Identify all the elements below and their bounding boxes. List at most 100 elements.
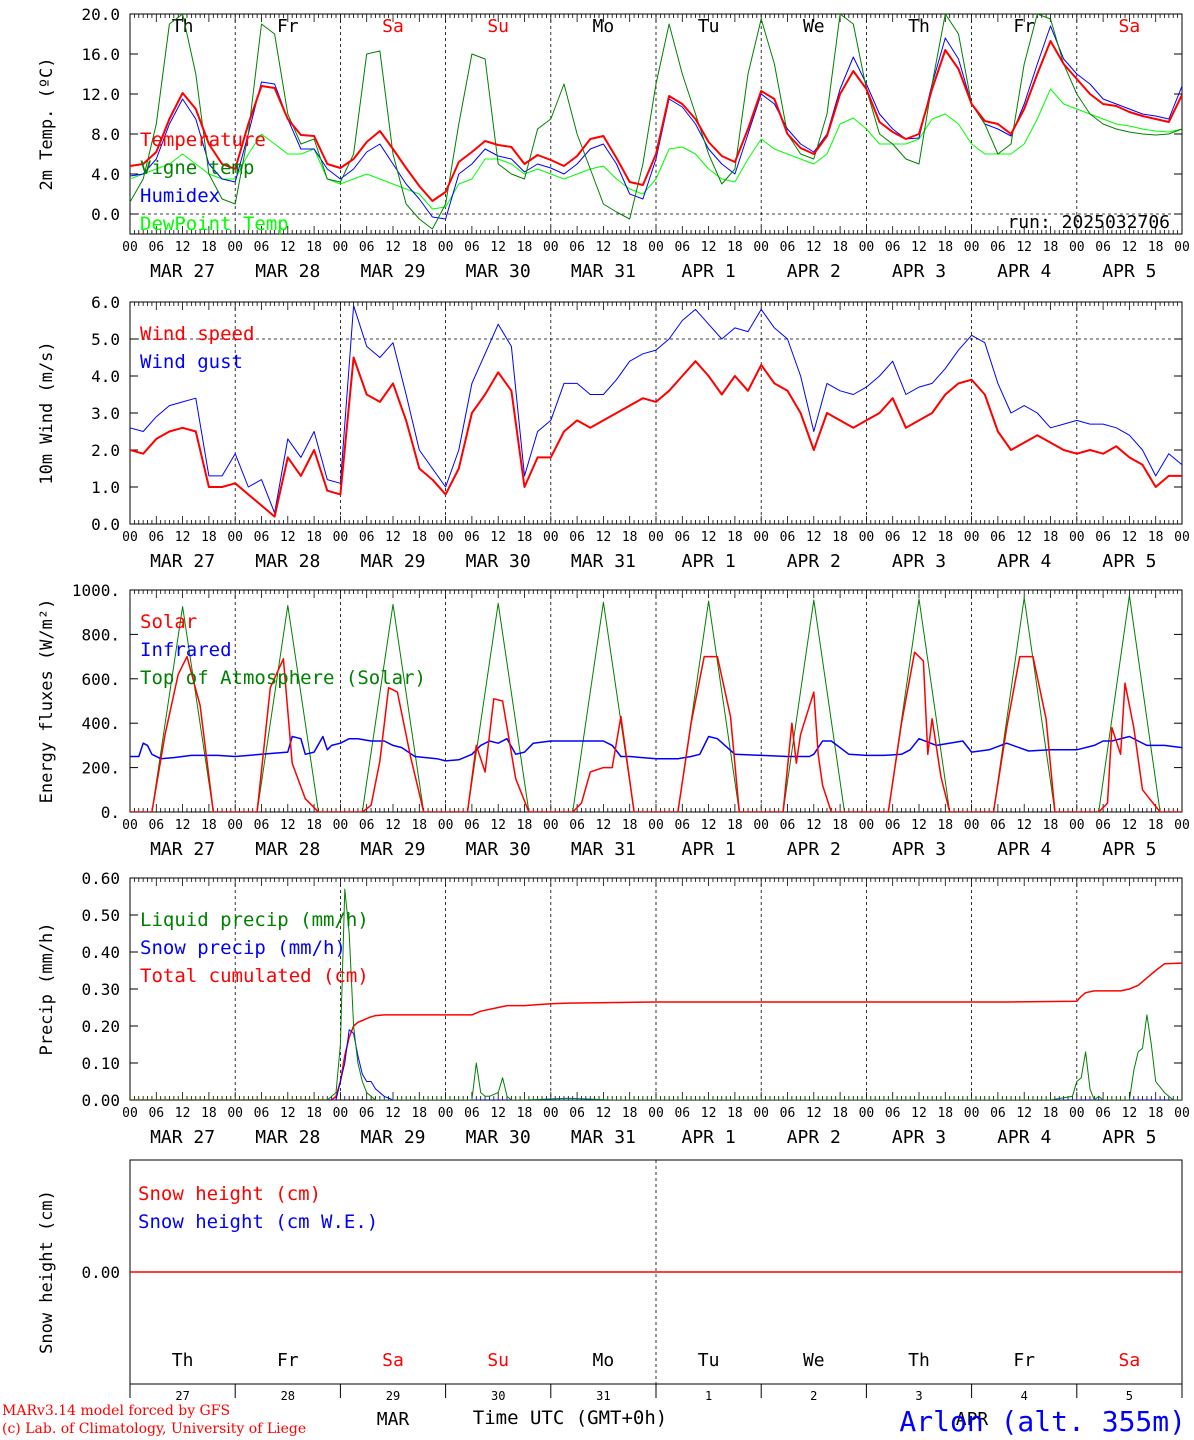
weekday-label: Th	[172, 16, 194, 37]
hour-tick-label: 18	[517, 1106, 533, 1121]
hour-tick-label: 18	[517, 818, 533, 833]
day-number-label: 4	[1021, 1389, 1028, 1403]
hour-tick-label: 06	[464, 1106, 480, 1121]
date-label: APR 2	[787, 1127, 841, 1148]
hour-tick-label: 00	[543, 1106, 559, 1121]
date-label: MAR 30	[466, 839, 531, 860]
hour-tick-label: 12	[1016, 1106, 1032, 1121]
hour-tick-label: 18	[727, 818, 743, 833]
panel-4: 0.00 0.10 0.20 0.30 0.40 0.50 0.60 Precip (mm/h…	[37, 869, 1190, 1148]
hour-tick-label: 12	[385, 1106, 401, 1121]
hour-tick-label: 00	[859, 530, 875, 545]
legend-entry: Top of Atmosphere (Solar)	[140, 667, 426, 689]
date-label: APR 3	[892, 551, 946, 572]
date-label: APR 3	[892, 261, 946, 282]
hour-tick-label: 00	[438, 818, 454, 833]
y-tick-label: 5.0	[91, 330, 120, 349]
hour-tick-label: 00	[1069, 530, 1085, 545]
y-tick-label: 16.0	[81, 45, 120, 64]
hour-tick-label: 18	[832, 530, 848, 545]
hour-tick-label: 12	[701, 1106, 717, 1121]
date-label: MAR 29	[360, 839, 425, 860]
hour-tick-label: 12	[1122, 818, 1138, 833]
hour-tick-label: 00	[859, 240, 875, 255]
hour-tick-label: 18	[306, 530, 322, 545]
hour-tick-label: 18	[517, 240, 533, 255]
hour-tick-label: 00	[227, 240, 243, 255]
weekday-label: Fr	[1013, 1350, 1035, 1371]
hour-tick-label: 06	[990, 818, 1006, 833]
series-snow-precip-mm-h	[130, 1029, 1182, 1100]
hour-tick-label: 00	[964, 530, 980, 545]
hour-tick-label: 18	[1148, 1106, 1164, 1121]
hour-tick-label: 18	[727, 240, 743, 255]
legend-entry: Total cumulated (cm)	[140, 965, 369, 987]
hour-tick-label: 12	[701, 818, 717, 833]
hour-tick-label: 12	[1016, 240, 1032, 255]
date-label: APR 4	[997, 839, 1051, 860]
hour-tick-label: 00	[648, 530, 664, 545]
hour-tick-label: 18	[201, 818, 217, 833]
date-label: APR 4	[997, 261, 1051, 282]
series-top-of-atmosphere-solar	[130, 595, 1182, 812]
weekday-label: Sa	[382, 16, 404, 37]
y-tick-label: 20.0	[81, 5, 120, 24]
hour-tick-label: 00	[1174, 530, 1190, 545]
y-tick-label: 200.	[81, 759, 120, 778]
legend-entry: Snow precip (mm/h)	[140, 937, 346, 959]
hour-tick-label: 06	[885, 240, 901, 255]
date-label: APR 5	[1102, 551, 1156, 572]
y-tick-label: 4.0	[91, 367, 120, 386]
date-label: MAR 31	[571, 551, 636, 572]
hour-tick-label: 18	[832, 818, 848, 833]
date-label: APR 5	[1102, 261, 1156, 282]
hour-tick-label: 06	[569, 240, 585, 255]
date-label: MAR 28	[255, 1127, 320, 1148]
hour-tick-label: 18	[306, 240, 322, 255]
date-label: MAR 28	[255, 551, 320, 572]
hour-tick-label: 12	[175, 530, 191, 545]
weekday-label: Mo	[593, 16, 615, 37]
hour-tick-label: 00	[333, 530, 349, 545]
weekday-label: Fr	[1013, 16, 1035, 37]
hour-tick-label: 06	[674, 818, 690, 833]
hour-tick-label: 00	[438, 530, 454, 545]
date-label: APR 2	[787, 839, 841, 860]
date-label: MAR 28	[255, 839, 320, 860]
y-tick-label: 0.20	[81, 1017, 120, 1036]
y-tick-label: 0.0	[91, 515, 120, 534]
hour-tick-label: 00	[122, 530, 138, 545]
hour-tick-label: 00	[1174, 818, 1190, 833]
weekday-label: Sa	[1119, 1350, 1141, 1371]
hour-tick-label: 06	[1095, 1106, 1111, 1121]
hour-tick-label: 00	[1069, 818, 1085, 833]
date-label: MAR 29	[360, 261, 425, 282]
panel-3: 0. 200. 400. 600. 800. 1000. Energy fluxes (W/…	[37, 581, 1190, 860]
hour-tick-label: 18	[411, 1106, 427, 1121]
weekday-label: We	[803, 16, 825, 37]
hour-tick-label: 12	[490, 818, 506, 833]
hour-tick-label: 12	[280, 818, 296, 833]
hour-tick-label: 00	[648, 240, 664, 255]
legend-entry: DewPoint Temp	[140, 213, 289, 235]
hour-tick-label: 18	[306, 818, 322, 833]
series-dewpoint-temp	[130, 88, 1182, 210]
series-temperature	[130, 40, 1182, 202]
hour-tick-label: 12	[596, 240, 612, 255]
hour-tick-label: 12	[385, 818, 401, 833]
hour-tick-label: 12	[911, 1106, 927, 1121]
hour-tick-label: 12	[806, 818, 822, 833]
hour-tick-label: 12	[701, 240, 717, 255]
date-label: MAR 31	[571, 261, 636, 282]
hour-tick-label: 00	[1174, 1106, 1190, 1121]
date-label: APR 5	[1102, 839, 1156, 860]
hour-tick-label: 12	[280, 530, 296, 545]
y-tick-label: 0.60	[81, 869, 120, 888]
day-number-label: 28	[281, 1389, 295, 1403]
hour-tick-label: 00	[543, 530, 559, 545]
legend-entry: Infrared	[140, 639, 232, 661]
hour-tick-label: 06	[569, 1106, 585, 1121]
hour-tick-label: 12	[911, 818, 927, 833]
hour-tick-label: 12	[1016, 818, 1032, 833]
series-infrared	[130, 735, 1182, 762]
